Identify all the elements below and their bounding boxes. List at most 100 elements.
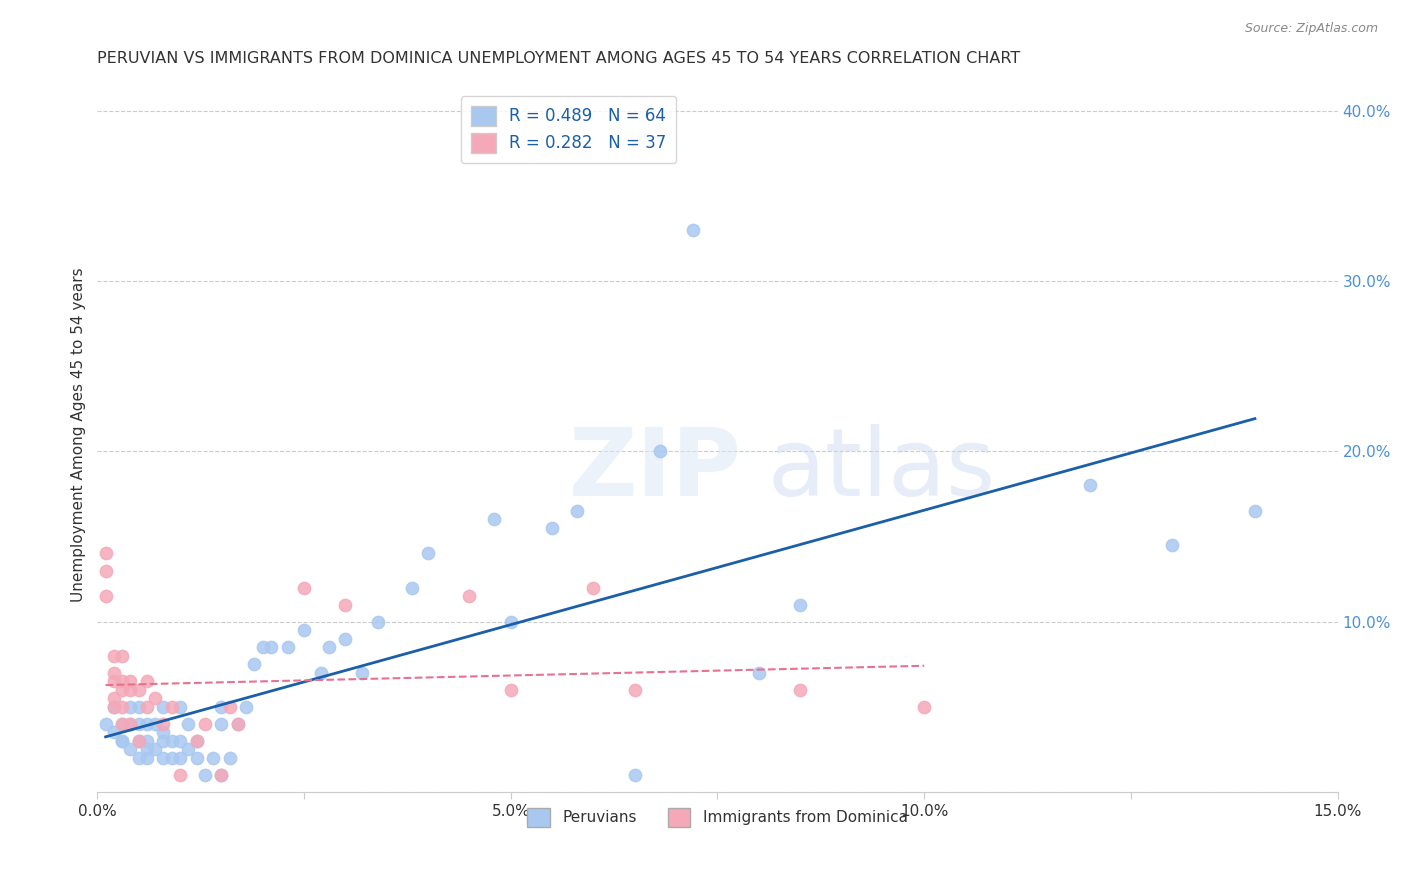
Peruvians [209,768,232,782]
Peruvians [103,725,125,739]
Immigrants from Dominica [128,682,150,697]
Immigrants from Dominica [912,699,935,714]
Immigrants from Dominica [624,682,647,697]
Immigrants from Dominica [209,768,232,782]
Peruvians [143,716,166,731]
Immigrants from Dominica [94,589,117,603]
Peruvians [252,640,274,655]
Peruvians [541,521,564,535]
Peruvians [292,623,315,637]
Immigrants from Dominica [128,734,150,748]
Text: ZIP: ZIP [568,424,741,516]
Immigrants from Dominica [120,674,142,689]
Peruvians [111,734,134,748]
Peruvians [136,742,159,756]
Peruvians [682,223,704,237]
Peruvians [160,734,183,748]
Peruvians [218,751,240,765]
Peruvians [177,716,200,731]
Peruvians [94,716,117,731]
Peruvians [565,504,588,518]
Immigrants from Dominica [103,674,125,689]
Peruvians [499,615,522,629]
Immigrants from Dominica [103,691,125,706]
Peruvians [226,716,249,731]
Peruvians [277,640,299,655]
Immigrants from Dominica [152,716,174,731]
Peruvians [318,640,340,655]
Text: PERUVIAN VS IMMIGRANTS FROM DOMINICA UNEMPLOYMENT AMONG AGES 45 TO 54 YEARS CORR: PERUVIAN VS IMMIGRANTS FROM DOMINICA UNE… [97,51,1021,66]
Immigrants from Dominica [103,699,125,714]
Immigrants from Dominica [186,734,208,748]
Peruvians [120,742,142,756]
Peruvians [335,632,357,646]
Peruvians [128,751,150,765]
Peruvians [624,768,647,782]
Immigrants from Dominica [111,674,134,689]
Immigrants from Dominica [143,691,166,706]
Legend: Peruvians, Immigrants from Dominica: Peruvians, Immigrants from Dominica [520,800,915,834]
Peruvians [169,734,191,748]
Peruvians [186,734,208,748]
Immigrants from Dominica [111,682,134,697]
Peruvians [186,751,208,765]
Immigrants from Dominica [111,648,134,663]
Peruvians [111,734,134,748]
Peruvians [177,742,200,756]
Peruvians [1078,478,1101,492]
Peruvians [169,751,191,765]
Peruvians [309,665,332,680]
Peruvians [136,734,159,748]
Peruvians [169,699,191,714]
Immigrants from Dominica [458,589,481,603]
Immigrants from Dominica [226,716,249,731]
Immigrants from Dominica [789,682,811,697]
Peruvians [367,615,389,629]
Peruvians [235,699,257,714]
Text: Source: ZipAtlas.com: Source: ZipAtlas.com [1244,22,1378,36]
Immigrants from Dominica [120,716,142,731]
Peruvians [152,734,174,748]
Immigrants from Dominica [582,581,605,595]
Peruvians [789,598,811,612]
Peruvians [209,699,232,714]
Peruvians [484,512,506,526]
Peruvians [152,699,174,714]
Peruvians [136,751,159,765]
Peruvians [120,716,142,731]
Immigrants from Dominica [111,716,134,731]
Immigrants from Dominica [160,699,183,714]
Peruvians [209,716,232,731]
Text: atlas: atlas [768,424,995,516]
Peruvians [111,716,134,731]
Peruvians [128,699,150,714]
Immigrants from Dominica [169,768,191,782]
Peruvians [1244,504,1267,518]
Peruvians [136,716,159,731]
Immigrants from Dominica [94,547,117,561]
Peruvians [152,725,174,739]
Immigrants from Dominica [111,699,134,714]
Peruvians [103,699,125,714]
Peruvians [202,751,225,765]
Immigrants from Dominica [136,699,159,714]
Immigrants from Dominica [194,716,217,731]
Immigrants from Dominica [120,682,142,697]
Immigrants from Dominica [218,699,240,714]
Peruvians [416,547,439,561]
Peruvians [243,657,266,672]
Peruvians [120,699,142,714]
Immigrants from Dominica [103,648,125,663]
Peruvians [128,734,150,748]
Peruvians [143,742,166,756]
Immigrants from Dominica [335,598,357,612]
Peruvians [260,640,283,655]
Peruvians [748,665,770,680]
Peruvians [350,665,373,680]
Immigrants from Dominica [136,674,159,689]
Peruvians [648,444,671,458]
Immigrants from Dominica [103,665,125,680]
Peruvians [160,751,183,765]
Peruvians [1161,538,1184,552]
Immigrants from Dominica [499,682,522,697]
